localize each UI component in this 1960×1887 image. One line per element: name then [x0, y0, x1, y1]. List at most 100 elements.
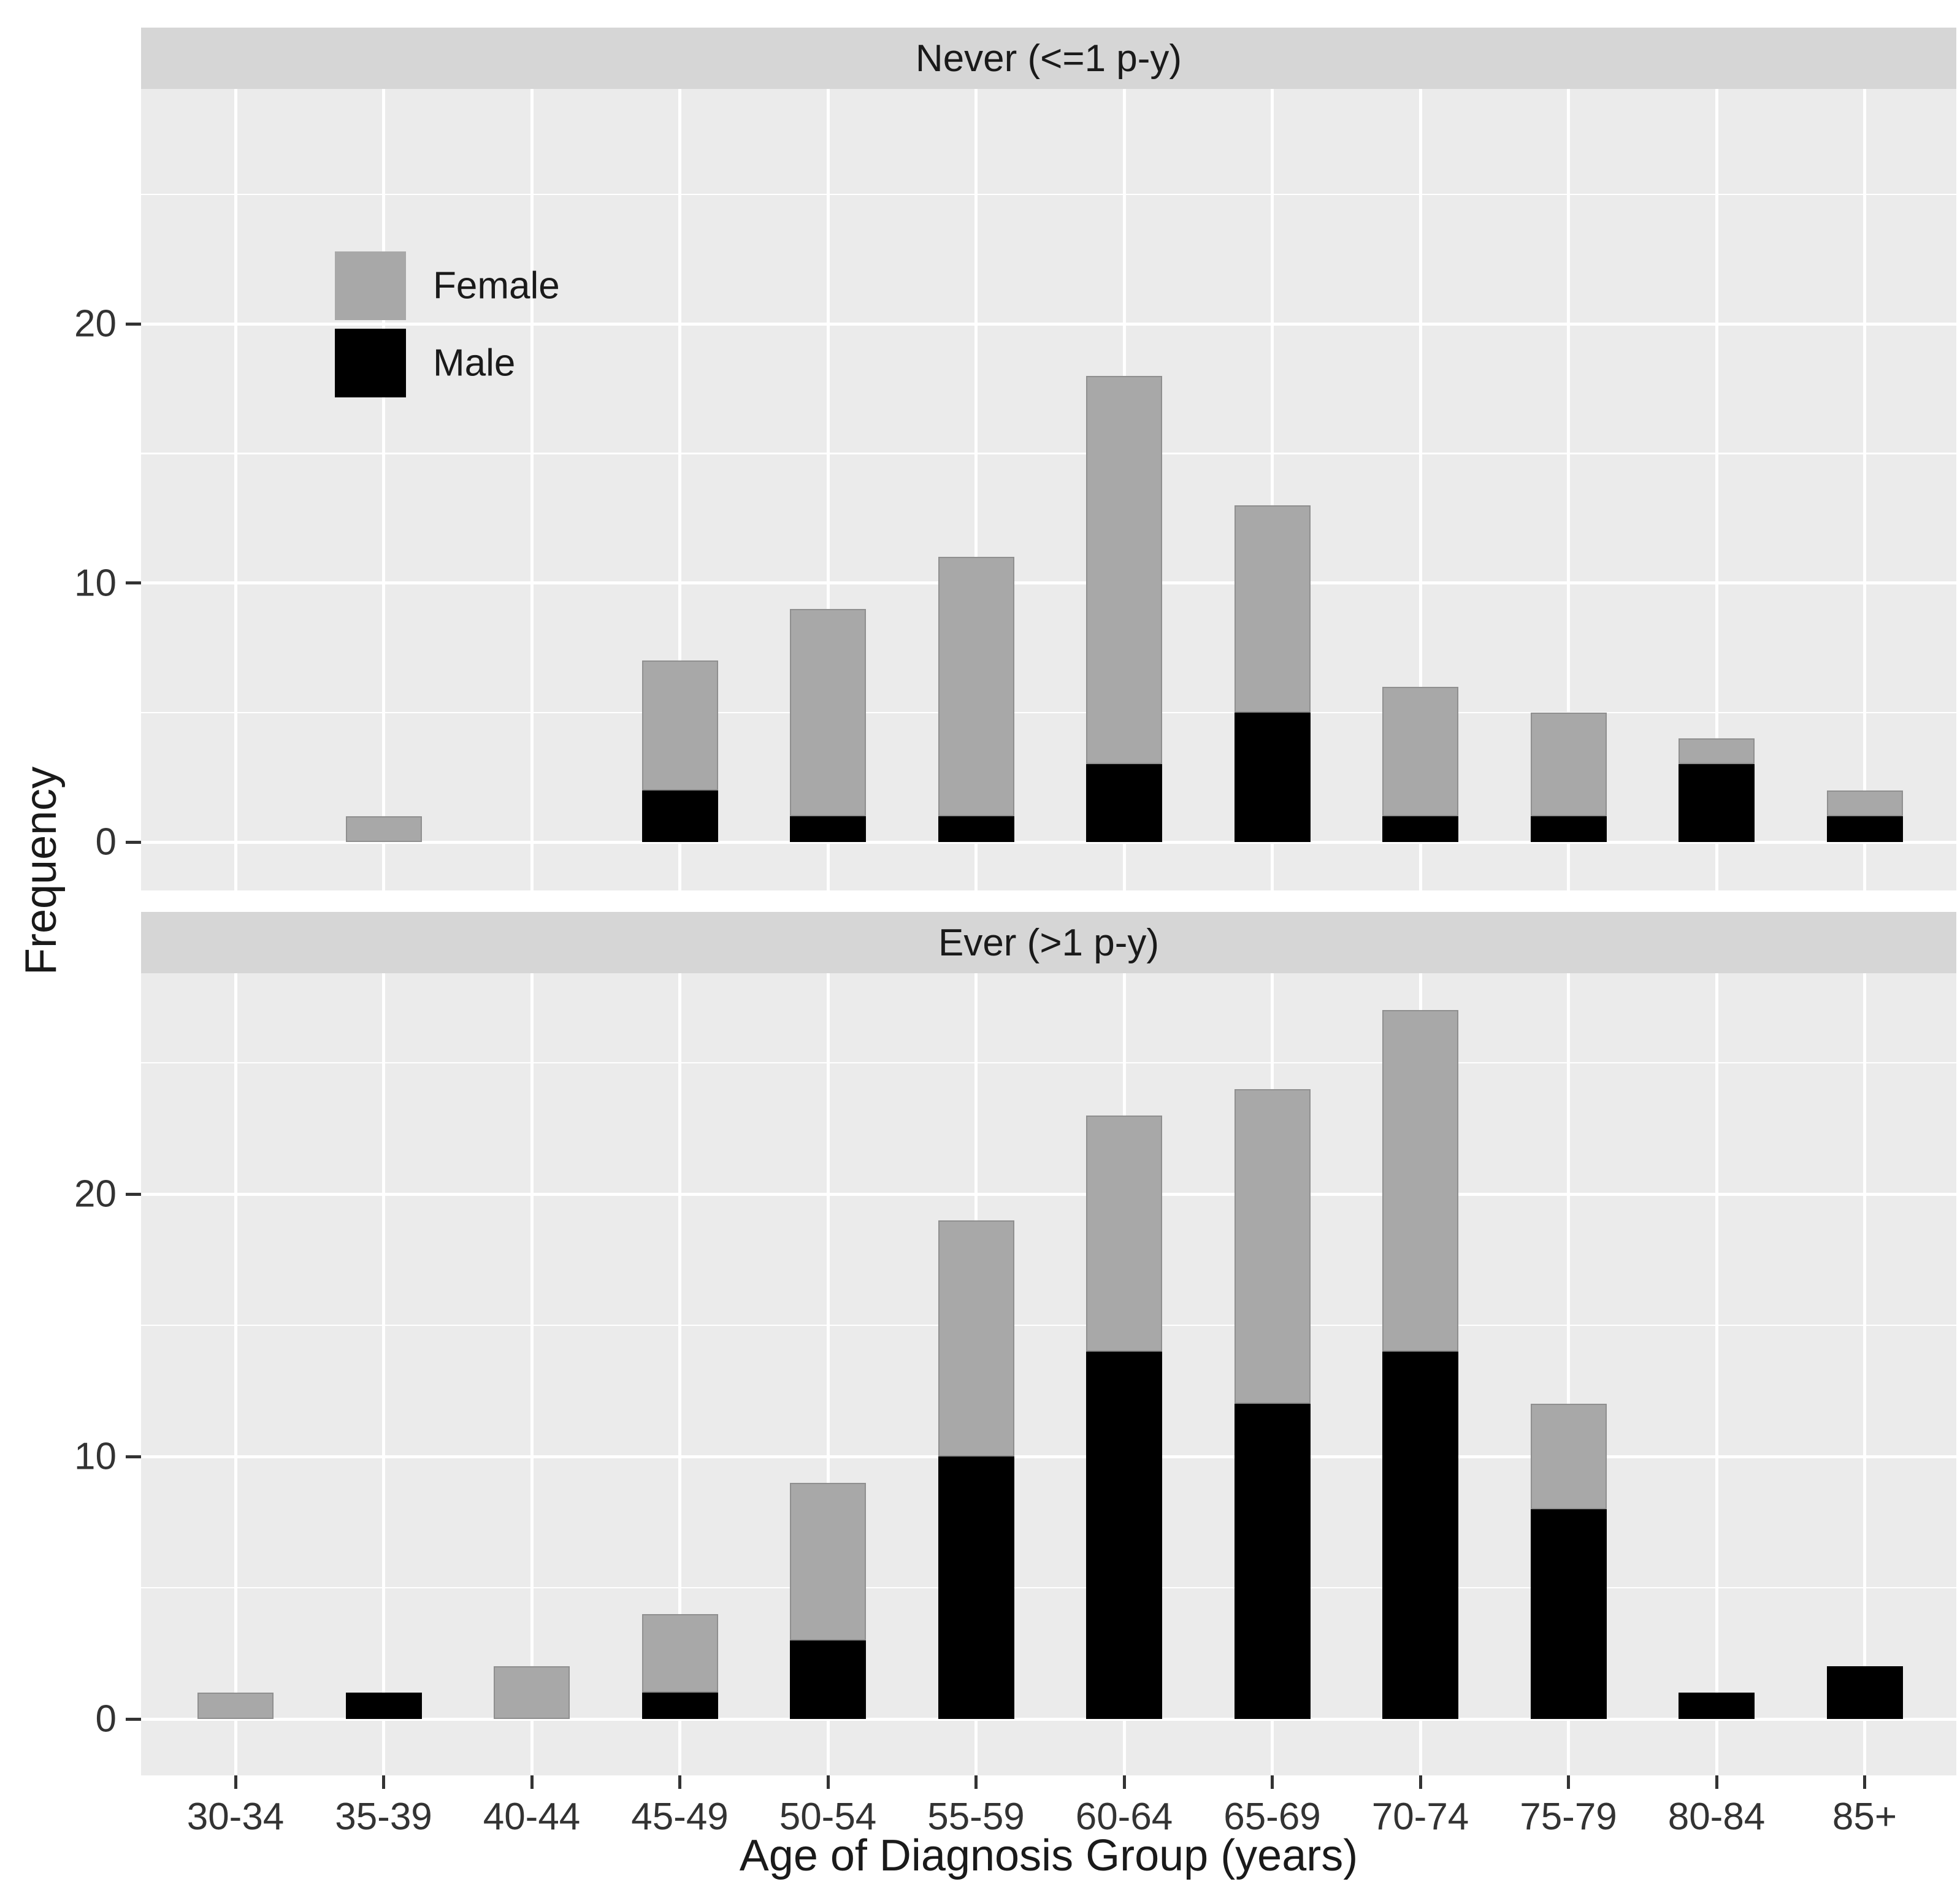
x-tick-label: 45-49 [631, 1796, 729, 1838]
bar-segment-male [1826, 1666, 1903, 1719]
bar-segment-male [1234, 1404, 1311, 1719]
bar-segment-female [790, 608, 866, 816]
y-tick-mark [126, 840, 141, 844]
bar-segment-female [938, 1220, 1014, 1456]
bar-segment-male [641, 1693, 718, 1719]
h-gridline-minor [141, 1587, 1956, 1589]
v-gridline [382, 89, 385, 890]
h-gridline-minor [141, 1062, 1956, 1064]
bar-segment-male [1530, 816, 1607, 842]
bar-segment-male [1234, 712, 1311, 842]
h-gridline-major [141, 1192, 1956, 1196]
bar-segment-male [1086, 764, 1162, 842]
bar-segment-female [1086, 375, 1162, 765]
bar-segment-male [1086, 1351, 1162, 1719]
x-tick-label: 35-39 [335, 1796, 432, 1838]
bar-segment-male [790, 1640, 866, 1719]
x-tick-label: 75-79 [1520, 1796, 1617, 1838]
y-tick-mark [126, 1717, 141, 1721]
h-gridline-major [141, 1717, 1956, 1721]
bar-segment-male [641, 790, 718, 842]
y-tick-mark [126, 581, 141, 584]
bar-segment-female [1234, 1089, 1311, 1404]
v-gridline [826, 89, 830, 890]
v-gridline [678, 89, 681, 890]
bar-segment-female [1530, 712, 1607, 816]
y-tick-label: 20 [74, 1173, 117, 1215]
x-tick-label: 85+ [1832, 1796, 1897, 1838]
x-tick-mark [678, 1775, 681, 1789]
v-gridline [1271, 89, 1274, 890]
h-gridline-minor [141, 193, 1956, 195]
bar-segment-male [1826, 816, 1903, 842]
facet-strip-never: Never (<=1 p-y) [141, 28, 1956, 89]
v-gridline [1863, 973, 1866, 1775]
h-gridline-minor [141, 711, 1956, 713]
x-axis-title: Age of Diagnosis Group (years) [739, 1831, 1358, 1880]
bar-segment-female [1234, 505, 1311, 713]
bar-segment-male [790, 816, 866, 842]
panel-never [141, 89, 1956, 890]
bar-segment-female [1679, 738, 1755, 765]
legend-label-female: Female [433, 264, 560, 307]
bar-segment-female [641, 660, 718, 790]
bar-segment-male [1679, 764, 1755, 842]
v-gridline [1863, 89, 1866, 890]
x-tick-label: 30-34 [186, 1796, 285, 1838]
bar-segment-female [790, 1482, 866, 1640]
h-gridline-major [141, 1455, 1956, 1458]
v-gridline [1715, 89, 1718, 890]
bar-segment-female [345, 816, 422, 842]
bar-segment-male [345, 1693, 422, 1719]
bar-segment-female [1530, 1404, 1607, 1509]
x-tick-label: 50-54 [779, 1796, 877, 1838]
bar-segment-female [1826, 790, 1903, 816]
v-gridline [678, 973, 681, 1775]
bar-segment-female [641, 1613, 718, 1693]
y-tick-label: 0 [95, 1698, 117, 1740]
y-tick-label: 20 [74, 302, 117, 345]
bar-segment-male [1679, 1693, 1755, 1719]
x-tick-label: 80-84 [1667, 1796, 1766, 1838]
bar-segment-female [1382, 686, 1458, 816]
bar-segment-female [197, 1693, 274, 1719]
x-tick-label: 55-59 [927, 1796, 1025, 1838]
x-tick-label: 65-69 [1223, 1796, 1321, 1838]
h-gridline-major [141, 322, 1956, 326]
x-tick-label: 70-74 [1371, 1796, 1469, 1838]
bar-segment-female [1382, 1010, 1458, 1352]
v-gridline [530, 973, 534, 1775]
v-gridline [974, 89, 978, 890]
v-gridline [530, 89, 534, 890]
x-tick-mark [1715, 1775, 1718, 1789]
x-tick-mark [234, 1775, 237, 1789]
x-tick-mark [1122, 1775, 1126, 1789]
v-gridline [382, 973, 385, 1775]
x-tick-mark [530, 1775, 534, 1789]
x-tick-mark [1863, 1775, 1866, 1789]
v-gridline [1715, 973, 1718, 1775]
h-gridline-major [141, 840, 1956, 844]
facet-strip-ever: Ever (>1 p-y) [141, 912, 1956, 973]
x-tick-mark [826, 1775, 830, 1789]
y-axis-title: Frequency [17, 766, 66, 975]
legend-key-male-swatch [335, 329, 406, 397]
bar-segment-male [938, 816, 1014, 842]
h-gridline-minor [141, 1324, 1956, 1326]
bar-segment-female [1086, 1115, 1162, 1352]
y-tick-mark [126, 322, 141, 326]
v-gridline [234, 89, 237, 890]
x-tick-mark [382, 1775, 385, 1789]
legend-key-female-swatch [335, 251, 406, 320]
bar-segment-female [938, 557, 1014, 816]
v-gridline [1418, 89, 1422, 890]
y-tick-label: 0 [95, 821, 117, 863]
y-tick-mark [126, 1192, 141, 1196]
facet-title-ever: Ever (>1 p-y) [938, 921, 1160, 964]
x-tick-mark [974, 1775, 978, 1789]
x-tick-label: 40-44 [483, 1796, 581, 1838]
x-tick-label: 60-64 [1075, 1796, 1173, 1838]
y-tick-label: 10 [74, 1435, 117, 1478]
legend-label-male: Male [433, 342, 516, 385]
